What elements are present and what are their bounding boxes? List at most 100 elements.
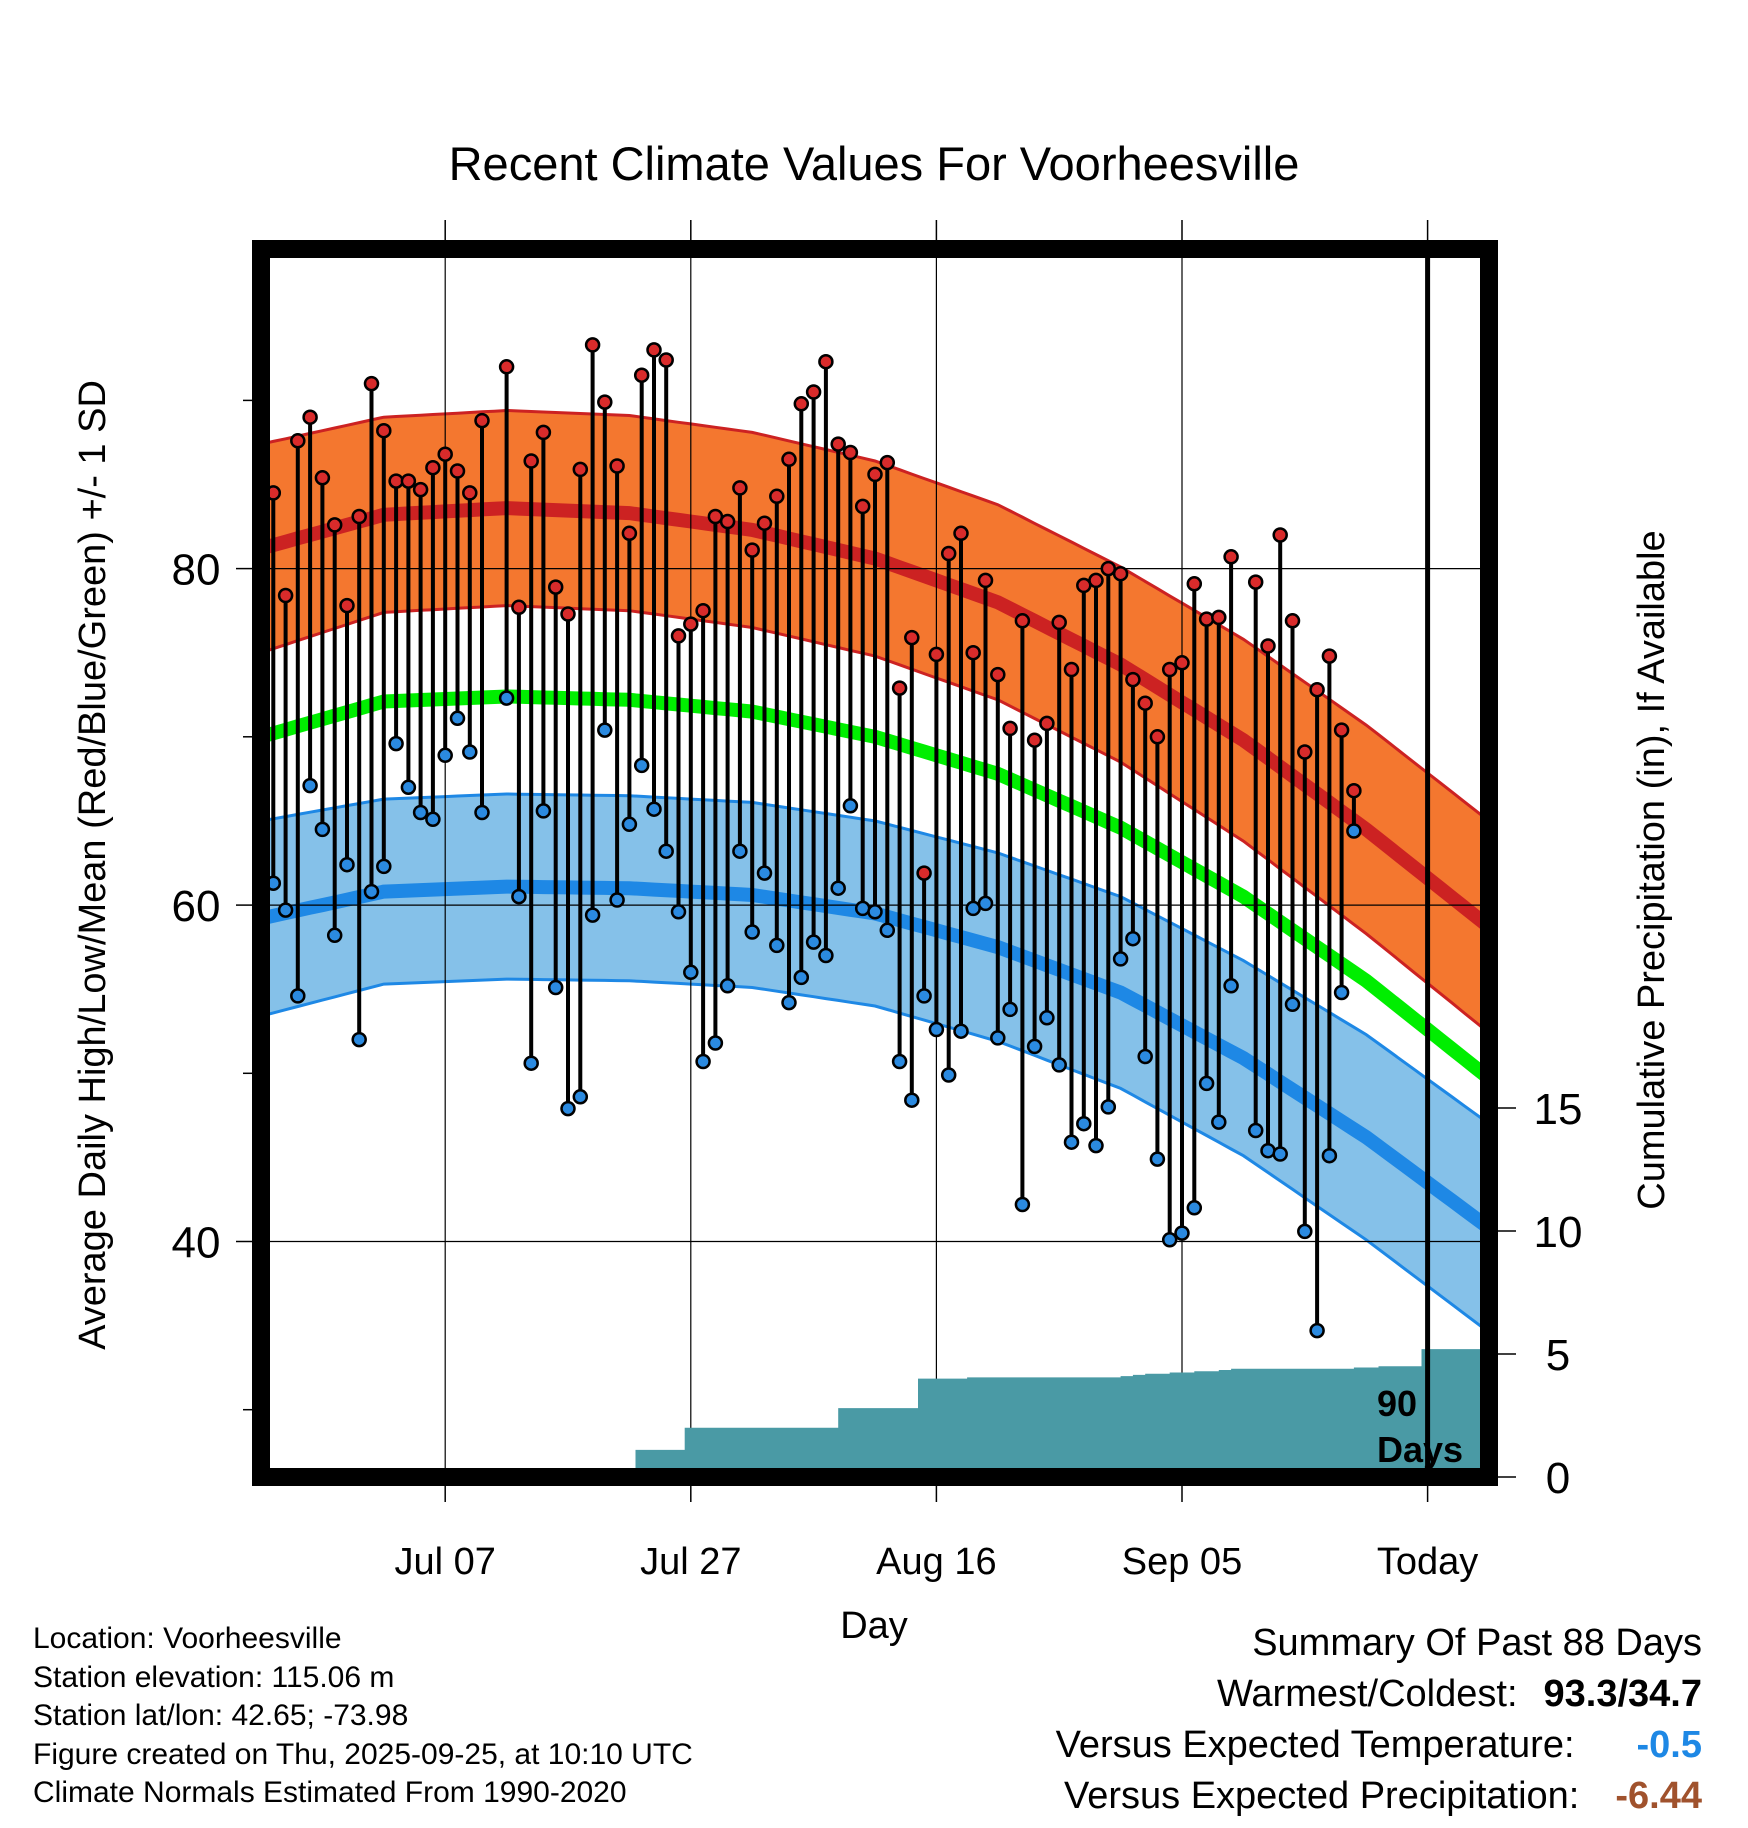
daily-high-point (523, 453, 539, 469)
plot-frame (252, 240, 1498, 1486)
daily-high-point (474, 412, 490, 429)
daily-low-point (1100, 1099, 1117, 1115)
daily-high-point (867, 466, 883, 483)
daily-high-point (449, 463, 466, 479)
daily-high-point (621, 525, 638, 542)
daily-high-point (1088, 572, 1104, 589)
daily-low-point (1161, 1232, 1178, 1248)
daily-low-point (953, 1023, 969, 1039)
daily-low-point (1002, 1001, 1018, 1018)
daily-low-point (1284, 996, 1301, 1013)
daily-high-point (425, 459, 441, 476)
daily-low-point (1309, 1322, 1325, 1339)
normals-text: Climate Normals Estimated From 1990-2020 (33, 1776, 627, 1809)
summary-title: Summary Of Past 88 Days (1252, 1622, 1702, 1664)
created-text: Figure created on Thu, 2025-09-25, at 10… (33, 1737, 693, 1771)
daily-high-point (498, 359, 515, 375)
daily-high-point (290, 433, 306, 449)
daily-high-point (560, 606, 576, 622)
daily-high-point (1026, 732, 1043, 748)
daily-low-point (695, 1053, 711, 1070)
daily-high-point (719, 513, 736, 530)
daily-high-point (412, 481, 429, 498)
y-tick-label: 40 (172, 1219, 221, 1268)
precip-area (469, 1349, 1489, 1477)
daily-high-point (572, 461, 589, 478)
daily-low-point (646, 801, 662, 817)
daily-high-point (547, 579, 564, 595)
daily-low-point (1260, 1142, 1276, 1159)
daily-low-point (977, 895, 994, 912)
precip-label: Versus Expected Precipitation: (1063, 1775, 1580, 1817)
daily-high-point (928, 646, 945, 663)
daily-high-point (363, 375, 380, 392)
daily-high-point (1002, 720, 1018, 737)
daily-high-point (818, 353, 834, 370)
daily-high-point (1174, 655, 1190, 671)
x-tick-label: Jul 27 (640, 1541, 741, 1583)
daily-high-point (437, 446, 453, 462)
daily-low-point (400, 779, 417, 796)
y-tick-label: 60 (172, 882, 221, 931)
daily-high-point (732, 480, 748, 496)
daily-low-point (621, 816, 638, 833)
daily-high-point (781, 451, 797, 468)
daily-low-point (1211, 1114, 1227, 1130)
daily-low-point (376, 858, 392, 875)
daily-high-point (1223, 549, 1239, 565)
daily-low-point (535, 803, 552, 819)
daily-high-point (597, 394, 613, 410)
daily-high-point (400, 473, 417, 489)
daily-high-point (1346, 782, 1362, 799)
y2-tick-label: 0 (1546, 1454, 1570, 1503)
daily-high-point (990, 666, 1006, 683)
daily-low-point (818, 947, 834, 964)
daily-high-point (1014, 613, 1031, 629)
daily-low-point (609, 892, 625, 908)
daily-high-point (658, 352, 674, 368)
daily-high-point (584, 337, 601, 353)
plot-area: 40 60 80 0 5 10 15 Jul 07 Jul 27 Aug 16 Sep 05 Toda… (172, 220, 1582, 1583)
daily-high-point (1186, 576, 1203, 592)
daily-high-point (376, 422, 392, 439)
daily-high-point (314, 470, 331, 486)
y2-tick-label: 5 (1546, 1331, 1570, 1380)
daily-low-point (1076, 1115, 1092, 1132)
daily-high-point (670, 628, 687, 644)
daily-low-point (1137, 1048, 1153, 1065)
daily-low-point (474, 804, 490, 821)
daily-low-point (1088, 1137, 1104, 1154)
location-text: Location: Voorheesville (33, 1622, 342, 1655)
daily-low-point (707, 1035, 724, 1051)
daily-low-point (744, 924, 760, 940)
latlon-text: Station lat/lon: 42.65; -73.98 (33, 1699, 409, 1732)
daily-high-point (1137, 695, 1153, 711)
daily-high-point (977, 572, 994, 589)
daily-high-point (1125, 671, 1141, 688)
daily-low-point (670, 904, 687, 920)
daily-low-point (1297, 1223, 1313, 1240)
daily-high-point (1272, 527, 1288, 543)
temp-value: -0.5 (1636, 1724, 1702, 1766)
daily-low-point (854, 900, 871, 917)
daily-high-point (351, 508, 367, 525)
chart-title: Recent Climate Values For Voorheesville (449, 137, 1300, 190)
daily-high-point (854, 498, 871, 515)
period-label-unit: Days (1377, 1429, 1463, 1470)
daily-high-point (1039, 715, 1055, 732)
daily-low-point (572, 1089, 589, 1105)
daily-low-point (425, 811, 441, 828)
daily-low-point (1026, 1038, 1043, 1055)
daily-low-point (633, 757, 650, 774)
daily-high-point (1333, 722, 1350, 738)
daily-low-point (1198, 1075, 1215, 1092)
daily-high-point (1198, 611, 1215, 627)
daily-high-point (830, 436, 846, 452)
daily-high-point (1051, 614, 1067, 631)
y2-axis-label: Cumulative Precipitation (in), If Availa… (1631, 530, 1673, 1209)
daily-high-point (462, 485, 478, 501)
daily-high-point (326, 517, 343, 533)
daily-low-point (1125, 930, 1141, 947)
daily-low-point (1174, 1225, 1190, 1241)
